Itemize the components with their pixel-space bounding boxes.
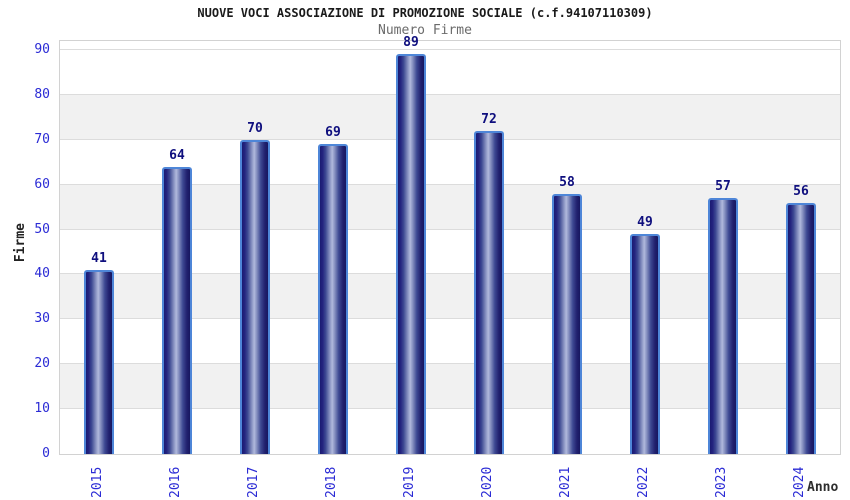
gridline (60, 93, 840, 95)
gridline (60, 318, 840, 320)
gridline (60, 408, 840, 410)
bar-2022 (630, 234, 660, 454)
y-tick-label: 60 (34, 176, 50, 192)
y-tick-label: 40 (34, 266, 50, 282)
y-tick-label: 80 (34, 86, 50, 102)
y-tick-label: 70 (34, 131, 50, 147)
y-tick-label: 50 (34, 221, 50, 237)
gridline (60, 138, 840, 140)
gridline (60, 273, 840, 275)
x-tick-label: 2019 (402, 466, 417, 498)
gridline (60, 48, 840, 50)
bar-value-label: 56 (793, 183, 809, 199)
bar-2018 (318, 144, 348, 454)
bar-value-label: 64 (169, 147, 185, 163)
bar-2024 (786, 202, 816, 454)
bar-value-label: 89 (403, 35, 419, 51)
x-tick-label: 2024 (792, 466, 807, 498)
bar-2017 (240, 139, 270, 454)
y-tick-label: 20 (34, 356, 50, 372)
gridline (60, 363, 840, 365)
bar-value-label: 70 (247, 120, 263, 136)
bar-2023 (708, 198, 738, 454)
y-tick-label: 90 (34, 41, 50, 57)
bar-2021 (552, 193, 582, 454)
gridline (60, 183, 840, 185)
y-tick-label: 30 (34, 311, 50, 327)
bar-2015 (84, 269, 114, 454)
bar-value-label: 69 (325, 125, 341, 141)
x-tick-label: 2016 (168, 466, 183, 498)
bar-value-label: 72 (481, 111, 497, 127)
y-tick-label: 10 (34, 401, 50, 417)
bar-2019 (396, 54, 426, 454)
plot-area: 41 64 70 69 89 72 58 49 57 56 (59, 35, 841, 455)
x-tick-label: 2021 (558, 466, 573, 498)
x-axis-label: Anno (807, 480, 839, 495)
y-tick-label: 0 (42, 446, 50, 461)
bar-2020 (474, 130, 504, 454)
chart-subtitle: Numero Firme (378, 23, 472, 38)
plot-band (60, 94, 840, 140)
gridline (60, 228, 840, 230)
x-tick-label: 2023 (714, 466, 729, 498)
bar-value-label: 49 (637, 215, 653, 231)
bar-2016 (162, 166, 192, 454)
x-tick-label: 2015 (90, 466, 105, 498)
chart-title: NUOVE VOCI ASSOCIAZIONE DI PROMOZIONE SO… (197, 6, 653, 20)
bar-value-label: 57 (715, 179, 731, 195)
x-tick-label: 2020 (480, 466, 495, 498)
x-tick-label: 2017 (246, 466, 261, 498)
x-tick-label: 2018 (324, 466, 339, 498)
x-tick-label: 2022 (636, 466, 651, 498)
bar-value-label: 41 (91, 250, 107, 266)
bar-value-label: 58 (559, 174, 575, 190)
